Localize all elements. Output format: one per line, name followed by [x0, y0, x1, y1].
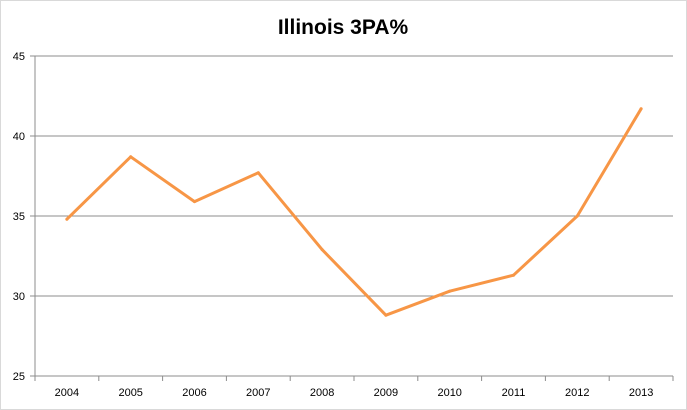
y-tick-label: 35: [13, 211, 25, 223]
x-tick-label: 2009: [374, 387, 398, 399]
data-point: [129, 155, 133, 159]
x-tick-label: 2004: [55, 387, 79, 399]
chart-title: Illinois 3PA%: [278, 16, 409, 39]
data-point: [384, 313, 388, 317]
gridlines: [35, 55, 673, 297]
data-point: [639, 107, 643, 111]
x-tick-label: 2011: [502, 387, 526, 399]
x-axis: 2004 2005 2006 2007 2008 2009 2010 2011 2012 2013: [34, 375, 674, 399]
data-point: [65, 217, 69, 221]
data-point: [575, 214, 579, 218]
x-tick-label: 2010: [437, 387, 461, 399]
series-line-0: [65, 107, 643, 317]
x-tick-label: 2006: [182, 387, 206, 399]
data-point: [320, 248, 324, 252]
y-tick-label: 45: [13, 51, 25, 63]
data-point: [448, 289, 452, 293]
x-tick-label: 2007: [246, 387, 270, 399]
x-tick-label: 2013: [629, 387, 653, 399]
y-tick-label: 40: [13, 131, 25, 143]
x-tick-label: 2008: [310, 387, 334, 399]
series-group: [65, 107, 643, 317]
x-tick-label: 2005: [118, 387, 142, 399]
y-tick-label: 25: [13, 371, 25, 383]
x-tick-label: 2012: [565, 387, 589, 399]
data-point: [512, 273, 515, 277]
y-tick-label: 30: [13, 291, 25, 303]
y-axis: 25 30 35 40 45: [13, 51, 36, 383]
data-point: [193, 200, 196, 204]
data-point: [256, 171, 260, 175]
